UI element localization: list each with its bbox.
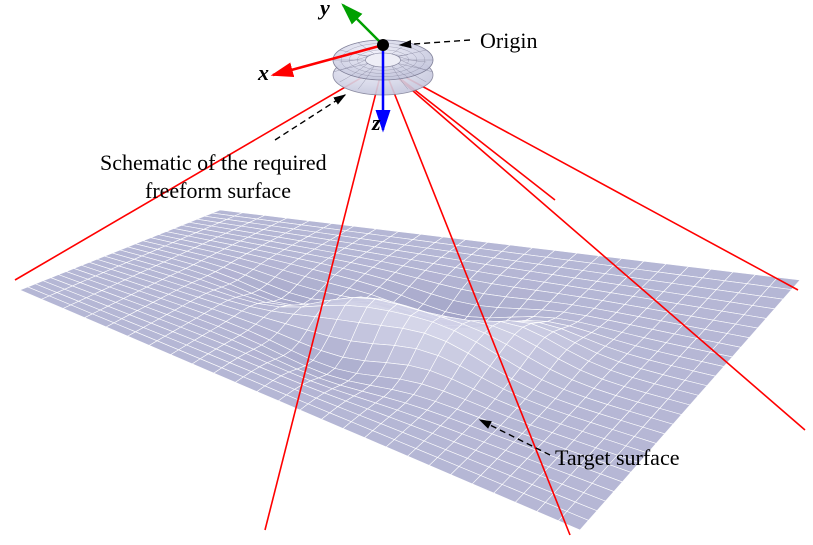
origin-label: Origin — [480, 28, 537, 54]
target-surface — [20, 210, 800, 530]
axis-y-label: y — [320, 0, 330, 21]
axis-z-label: z — [372, 110, 381, 136]
schematic-annotation-arrow — [275, 95, 345, 140]
axis-x-label: x — [258, 60, 269, 86]
schematic-label-line2: freeform surface — [145, 178, 291, 204]
target-label: Target surface — [555, 445, 679, 471]
schematic-label-line1: Schematic of the required — [100, 150, 327, 176]
diagram-canvas — [0, 0, 813, 545]
